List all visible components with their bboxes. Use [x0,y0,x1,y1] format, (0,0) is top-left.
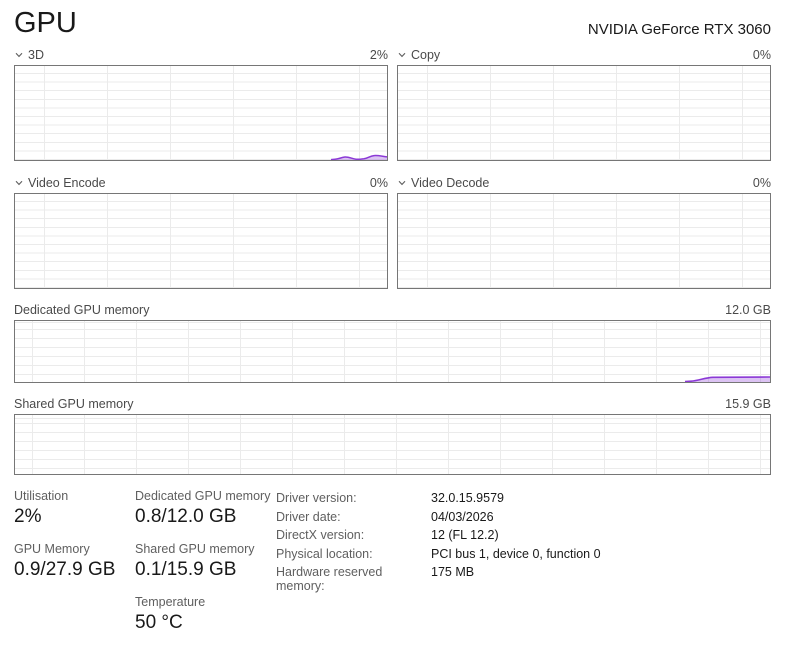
detail-label: Driver date: [276,509,341,524]
detail-value: 04/03/2026 [431,509,494,524]
stats-column-1: Utilisation 2% GPU Memory 0.9/27.9 GB [14,489,135,648]
detail-label: Hardware reserved memory: [276,565,383,593]
chart-video-decode-plot[interactable] [397,193,771,289]
stat-value: 0.9/27.9 GB [14,559,116,580]
chart-video-decode-value: 0% [752,175,771,190]
stats-column-2: Dedicated GPU memory 0.8/12.0 GB Shared … [135,489,276,648]
driver-details: Driver version: 32.0.15.9579 Driver date… [276,489,601,648]
chart-video-encode: Video Encode 0% [14,172,388,289]
stat-label: Temperature [135,595,206,609]
chart-video-decode-title: Video Decode [411,175,490,190]
chart-3d-value: 2% [369,47,388,62]
dedicated-memory-sparkline [684,376,770,382]
detail-value: 12 (FL 12.2) [431,528,499,542]
chart-copy: Copy 0% [397,44,771,161]
stat-utilisation: Utilisation 2% [14,489,135,529]
shared-memory-capacity: 15.9 GB [725,397,771,411]
chart-video-encode-plot[interactable] [14,193,388,289]
detail-label: DirectX version: [276,528,365,542]
detail-label: Driver version: [276,491,357,505]
chart-3d-title: 3D [28,47,44,62]
stat-value: 50 °C [135,612,183,633]
chart-copy-title: Copy [411,47,441,62]
stat-label: Dedicated GPU memory [135,489,271,503]
dedicated-memory-title: Dedicated GPU memory [14,303,150,317]
gpu-performance-page: GPU NVIDIA GeForce RTX 3060 3D 2% [0,4,791,643]
chevron-down-icon[interactable] [14,177,28,189]
chart-copy-plot[interactable] [397,65,771,161]
shared-gpu-memory-section: Shared GPU memory 15.9 GB [14,394,771,475]
stat-value: 0.1/15.9 GB [135,559,237,580]
stat-dedicated-memory: Dedicated GPU memory 0.8/12.0 GB [135,489,276,529]
chart-3d-sparkline [330,154,387,160]
stat-value: 2% [14,506,42,527]
chevron-down-icon[interactable] [397,49,411,61]
chart-3d-plot[interactable] [14,65,388,161]
dedicated-gpu-memory-section: Dedicated GPU memory 12.0 GB [14,300,771,383]
detail-label: Physical location: [276,546,373,561]
shared-memory-plot[interactable] [14,414,771,475]
chart-video-encode-value: 0% [369,175,388,190]
stat-shared-memory: Shared GPU memory 0.1/15.9 GB [135,542,276,582]
shared-memory-title: Shared GPU memory [14,397,134,411]
stat-label: Utilisation [14,489,69,503]
chart-3d: 3D 2% [14,44,388,161]
gpu-name: NVIDIA GeForce RTX 3060 [587,21,771,38]
stat-gpu-memory: GPU Memory 0.9/27.9 GB [14,542,135,582]
charts-area: 3D 2% Copy 0% [14,44,771,475]
stat-label: GPU Memory [14,542,90,556]
page-title: GPU [14,7,77,39]
chart-video-encode-title: Video Encode [28,175,106,190]
stats-panel: Utilisation 2% GPU Memory 0.9/27.9 GB De… [14,489,791,648]
dedicated-memory-plot[interactable] [14,320,771,383]
stat-label: Shared GPU memory [135,542,255,556]
chevron-down-icon[interactable] [397,177,411,189]
detail-value: 32.0.15.9579 [431,491,504,505]
chart-copy-value: 0% [752,47,771,62]
dedicated-memory-capacity: 12.0 GB [725,303,771,317]
stat-value: 0.8/12.0 GB [135,506,237,527]
stat-temperature: Temperature 50 °C [135,595,276,635]
detail-value: 175 MB [431,565,475,579]
detail-value: PCI bus 1, device 0, function 0 [431,546,601,561]
chevron-down-icon[interactable] [14,49,28,61]
chart-video-decode: Video Decode 0% [397,172,771,289]
